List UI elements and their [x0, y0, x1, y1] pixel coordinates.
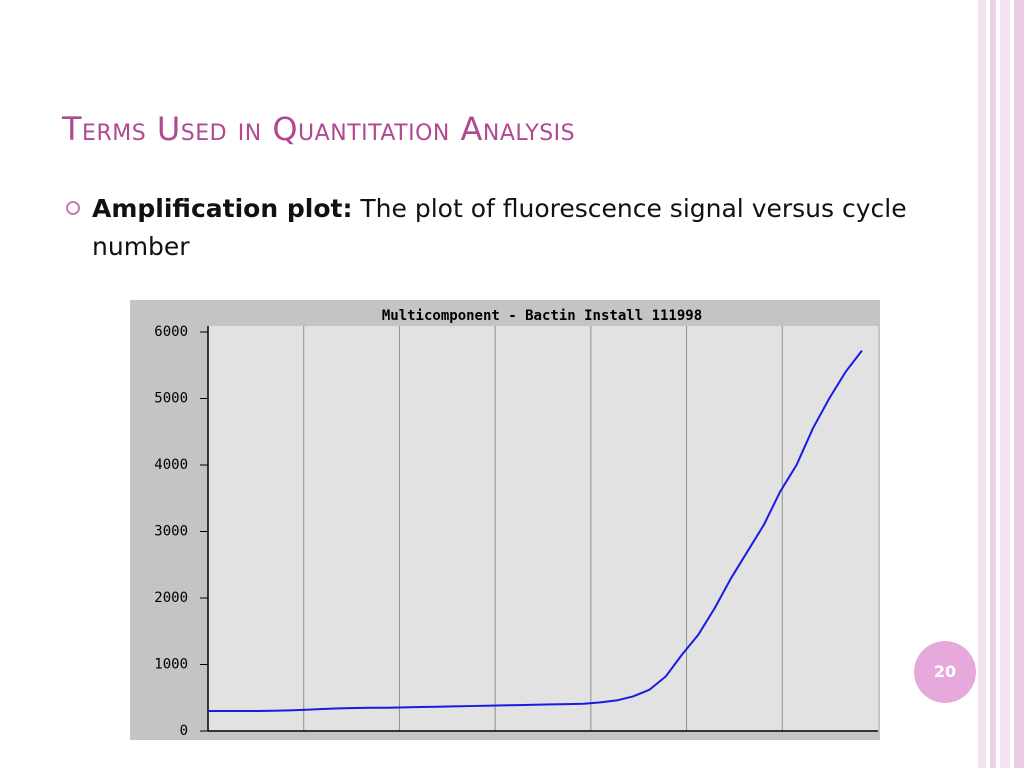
border-stripe — [978, 0, 986, 768]
y-tick-label: 2000 — [154, 590, 188, 606]
y-tick-label: 4000 — [154, 457, 188, 473]
bullet: Amplification plot: The plot of fluoresc… — [92, 190, 962, 266]
y-tick-label: 5000 — [154, 391, 188, 407]
border-stripe — [1014, 0, 1024, 768]
y-tick-label: 6000 — [154, 324, 188, 340]
y-tick-label: 3000 — [154, 524, 188, 540]
plot-area — [208, 326, 878, 731]
y-tick-label: 1000 — [154, 657, 188, 673]
border-stripe — [990, 0, 996, 768]
y-tick-label: 0 — [180, 723, 188, 739]
slide-title: Terms Used in Quantitation Analysis — [62, 110, 576, 148]
bullet-term: Amplification plot: — [92, 194, 353, 223]
border-stripe — [1000, 0, 1010, 768]
chart-title: Multicomponent - Bactin Install 111998 — [382, 308, 702, 324]
bullet-icon — [66, 201, 80, 215]
bullet-text: The plot of fluorescence signal versus c… — [92, 194, 907, 261]
data-line — [208, 350, 863, 713]
page-number: 20 — [914, 641, 976, 703]
